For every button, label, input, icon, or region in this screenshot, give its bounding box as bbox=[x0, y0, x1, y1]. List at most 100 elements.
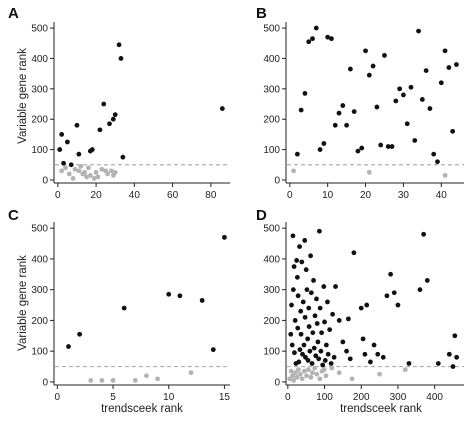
non-significant-point-c bbox=[88, 377, 94, 383]
significant-point-a bbox=[61, 160, 66, 166]
significant-point-b bbox=[431, 151, 437, 157]
significant-point-b bbox=[401, 92, 406, 98]
non-significant-point-d bbox=[336, 370, 342, 376]
y-tick-label-a: 100 bbox=[31, 145, 48, 156]
significant-point-d bbox=[298, 308, 304, 314]
significant-point-d bbox=[303, 267, 309, 273]
significant-point-d bbox=[297, 347, 303, 353]
significant-point-a bbox=[76, 151, 82, 157]
significant-point-b bbox=[450, 128, 456, 134]
x-tick-label-a: 40 bbox=[129, 190, 141, 201]
significant-point-d bbox=[325, 299, 330, 305]
significant-point-d bbox=[360, 336, 366, 342]
significant-point-d bbox=[319, 330, 324, 336]
significant-point-a bbox=[120, 154, 126, 160]
significant-point-d bbox=[368, 359, 373, 365]
significant-point-b bbox=[446, 65, 452, 70]
significant-point-b bbox=[382, 53, 387, 58]
non-significant-point-d bbox=[299, 376, 305, 382]
y-tick-label-c: 0 bbox=[42, 377, 48, 388]
x-tick-label-a: 0 bbox=[55, 190, 61, 201]
significant-point-d bbox=[362, 351, 368, 357]
non-significant-point-a bbox=[91, 176, 97, 181]
non-significant-point-a bbox=[108, 168, 114, 174]
significant-point-d bbox=[305, 336, 311, 342]
significant-point-b bbox=[355, 148, 361, 154]
significant-point-b bbox=[378, 142, 384, 148]
significant-point-d bbox=[316, 228, 322, 234]
y-tick-label-b: 300 bbox=[263, 84, 280, 95]
significant-point-d bbox=[320, 362, 326, 368]
x-tick-label-d: 100 bbox=[316, 392, 333, 403]
non-significant-point-d bbox=[305, 367, 311, 373]
y-tick-label-c: 200 bbox=[31, 316, 48, 327]
y-tick-label-d: 400 bbox=[263, 254, 280, 265]
significant-point-d bbox=[318, 348, 324, 354]
panel-a: A 0 100 200 300 400 500 0 20 40 60 80 bbox=[8, 5, 230, 201]
significant-point-d bbox=[336, 318, 342, 323]
y-tick-label-d: 500 bbox=[263, 224, 280, 235]
significant-point-d bbox=[380, 354, 386, 360]
non-significant-point-a bbox=[84, 174, 89, 180]
significant-point-d bbox=[305, 357, 311, 363]
y-tick-label-b: 0 bbox=[274, 175, 280, 186]
non-significant-point-d bbox=[314, 371, 320, 377]
significant-point-d bbox=[302, 314, 308, 320]
y-tick-label-d: 0 bbox=[274, 377, 280, 388]
x-tick-label-c: 5 bbox=[110, 392, 116, 403]
non-significant-point-b bbox=[366, 169, 372, 175]
significant-point-b bbox=[385, 144, 391, 149]
significant-point-b bbox=[442, 48, 448, 54]
significant-point-d bbox=[290, 233, 296, 239]
non-significant-point-c bbox=[144, 373, 149, 379]
significant-point-d bbox=[333, 284, 338, 289]
significant-point-b bbox=[416, 28, 421, 34]
y-axis-title-bottom: Variable gene rank bbox=[17, 255, 29, 351]
significant-point-b bbox=[325, 34, 331, 40]
significant-point-a bbox=[110, 116, 116, 122]
x-tick-label-a: 80 bbox=[205, 190, 217, 201]
non-significant-point-d bbox=[290, 373, 296, 379]
significant-point-c bbox=[77, 331, 83, 337]
significant-point-d bbox=[351, 250, 357, 256]
significant-point-b bbox=[370, 63, 376, 69]
significant-point-d bbox=[306, 324, 312, 329]
significant-point-d bbox=[298, 331, 304, 337]
significant-point-b bbox=[404, 121, 410, 127]
non-significant-point-d bbox=[349, 376, 355, 382]
non-significant-point-a bbox=[105, 171, 110, 177]
y-tick-label-b: 500 bbox=[263, 24, 280, 35]
significant-point-d bbox=[375, 351, 381, 357]
significant-point-d bbox=[296, 359, 302, 365]
significant-point-d bbox=[358, 305, 364, 311]
x-tick-label-d: 0 bbox=[285, 392, 291, 403]
significant-point-d bbox=[294, 274, 300, 280]
panel-label-c: C bbox=[8, 207, 19, 224]
significant-point-d bbox=[314, 321, 320, 326]
significant-point-b bbox=[454, 62, 459, 67]
non-significant-point-a bbox=[86, 165, 91, 171]
y-tick-label-b: 200 bbox=[263, 115, 280, 126]
x-tick-label-a: 20 bbox=[91, 190, 103, 201]
significant-point-d bbox=[344, 348, 349, 354]
significant-point-b bbox=[302, 90, 308, 96]
x-tick-label-b: 0 bbox=[287, 190, 293, 201]
significant-point-d bbox=[446, 351, 452, 357]
significant-point-d bbox=[340, 339, 346, 345]
non-significant-point-a bbox=[87, 173, 93, 178]
non-significant-point-a bbox=[99, 166, 105, 172]
significant-point-d bbox=[384, 293, 390, 299]
significant-point-d bbox=[452, 333, 458, 339]
significant-point-d bbox=[325, 351, 331, 357]
significant-point-b bbox=[374, 104, 380, 110]
non-significant-point-a bbox=[66, 171, 72, 177]
panel-d: D 0 100 200 300 400 500 0 100 200 300 400 bbox=[256, 207, 464, 403]
non-significant-point-d bbox=[297, 371, 303, 377]
significant-point-d bbox=[300, 299, 306, 305]
significant-point-b bbox=[393, 98, 399, 104]
significant-point-b bbox=[336, 110, 342, 116]
significant-point-b bbox=[294, 151, 300, 157]
significant-point-d bbox=[308, 290, 314, 296]
y-tick-label-a: 0 bbox=[42, 175, 48, 186]
significant-point-c bbox=[66, 344, 71, 349]
